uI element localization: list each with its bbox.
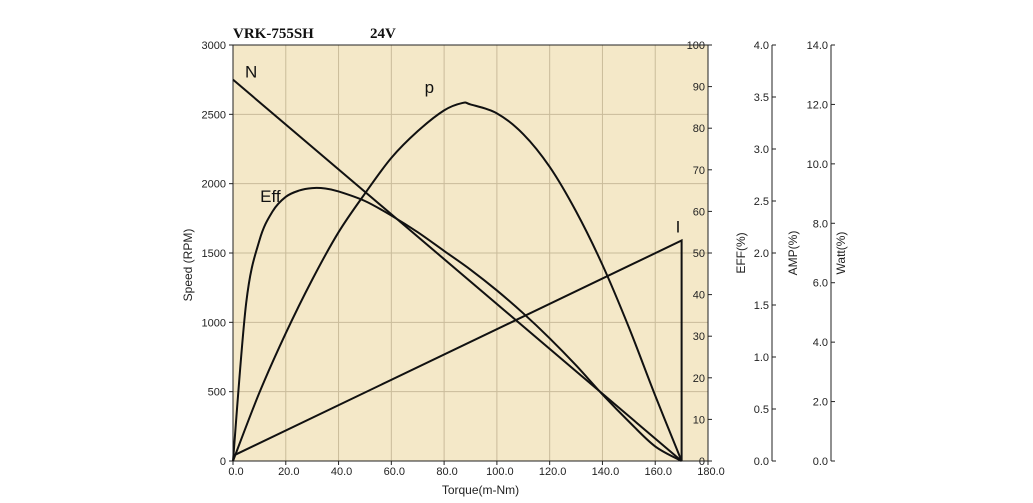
series-eff-label: Eff — [260, 187, 281, 206]
watt-axis-label: Watt(%) — [834, 232, 848, 275]
eff-tick-label: 80 — [693, 123, 705, 135]
x-tick-label: 160.0 — [644, 466, 672, 478]
speed-tick-label: 2500 — [202, 109, 226, 121]
watt-tick-label: 2.0 — [813, 397, 828, 409]
speed-tick-label: 3000 — [202, 40, 226, 52]
eff-tick-label: 10 — [693, 414, 705, 426]
speed-tick-label: 500 — [208, 387, 226, 399]
eff-tick-label: 100 — [687, 40, 705, 52]
x-tick-label: 180.0 — [697, 466, 725, 478]
x-tick-label: 40.0 — [331, 466, 352, 478]
chart-subtitle: 24V — [370, 26, 396, 42]
eff-tick-label: 60 — [693, 206, 705, 218]
amp-tick-label: 0.0 — [754, 456, 769, 468]
speed-tick-label: 2000 — [202, 179, 226, 191]
series-p-line — [232, 101, 683, 462]
axes: 0.0 20.0 40.0 60.0 80.0 100.0 120.0 140.0 160.0 1… — [202, 40, 835, 478]
watt-tick-label: 8.0 — [813, 218, 828, 230]
x-tick-label: 20.0 — [278, 466, 299, 478]
series-i-label: I — [676, 218, 681, 237]
eff-tick-label: 0 — [699, 456, 705, 468]
amp-tick-label: 2.0 — [754, 248, 769, 260]
amp-tick-label: 1.5 — [754, 300, 769, 312]
watt-tick-label: 6.0 — [813, 278, 828, 290]
series-n-label: N — [245, 63, 257, 82]
series-eff-line — [232, 186, 683, 462]
amp-tick-label: 2.5 — [754, 196, 769, 208]
series-layer — [232, 78, 683, 462]
watt-tick-label: 14.0 — [807, 40, 828, 52]
watt-tick-label: 12.0 — [807, 99, 828, 111]
amp-tick-label: 3.5 — [754, 92, 769, 104]
series-p-label: p — [425, 78, 434, 97]
eff-tick-label: 50 — [693, 248, 705, 260]
series-i-line — [232, 238, 683, 461]
series-n-line — [232, 78, 683, 462]
x-tick-label: 120.0 — [539, 466, 567, 478]
amp-tick-label: 3.0 — [754, 144, 769, 156]
eff-tick-label: 90 — [693, 82, 705, 94]
speed-tick-label: 0 — [220, 456, 226, 468]
x-tick-label: 100.0 — [486, 466, 514, 478]
eff-tick-label: 30 — [693, 331, 705, 343]
x-tick-label: 80.0 — [436, 466, 457, 478]
watt-tick-label: 4.0 — [813, 337, 828, 349]
speed-tick-label: 1500 — [202, 248, 226, 260]
amp-tick-label: 1.0 — [754, 352, 769, 364]
series-labels: N Eff p I — [245, 63, 680, 237]
amp-tick-label: 4.0 — [754, 40, 769, 52]
x-tick-label: 60.0 — [384, 466, 405, 478]
watt-tick-label: 0.0 — [813, 456, 828, 468]
chart-title: VRK-755SH — [233, 26, 314, 42]
amp-tick-label: 0.5 — [754, 404, 769, 416]
amp-axis-label: AMP(%) — [786, 231, 800, 276]
eff-tick-label: 20 — [693, 373, 705, 385]
x-tick-label: 140.0 — [592, 466, 620, 478]
speed-tick-label: 1000 — [202, 317, 226, 329]
eff-axis-label: EFF(%) — [734, 232, 748, 273]
eff-tick-label: 70 — [693, 165, 705, 177]
eff-tick-label: 40 — [693, 290, 705, 302]
x-tick-label: 0.0 — [228, 466, 243, 478]
watt-tick-label: 10.0 — [807, 159, 828, 171]
speed-axis-label: Speed (RPM) — [181, 229, 195, 302]
x-axis-label: Torque(m-Nm) — [442, 483, 519, 497]
